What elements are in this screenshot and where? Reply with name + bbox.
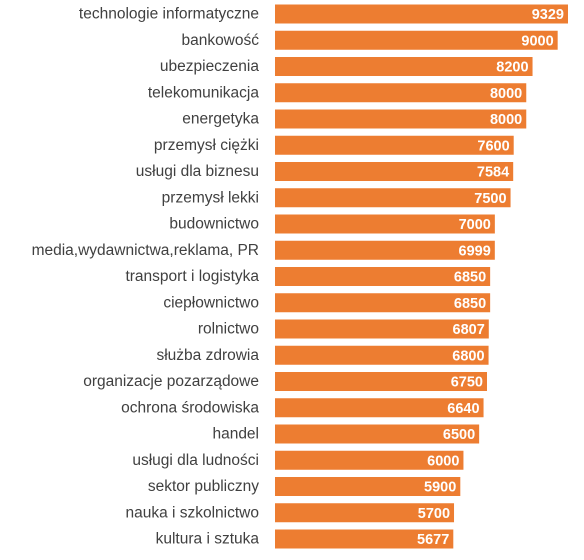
category-label: przemysł ciężki [154,137,259,154]
bar [275,240,495,260]
value-label: 9329 [532,7,564,23]
bar [275,162,514,181]
category-label: przemysł lekki [162,189,259,206]
category-label: służba zdrowia [156,347,259,364]
bar [275,319,489,339]
bar [275,135,514,155]
category-label: media,wydawnictwa,reklama, PR [32,242,259,259]
category-label: transport i logistyka [125,268,259,285]
bar [275,529,454,549]
category-label: technologie informatyczne [79,6,259,23]
bar [275,450,464,470]
bar [275,57,533,76]
bar [275,30,558,50]
value-label: 5677 [417,532,449,548]
bar [275,267,491,286]
value-label: 6850 [454,270,486,286]
value-label: 7000 [459,217,491,233]
category-label: usługi dla ludności [132,452,259,469]
category-label: ciepłownictwo [163,294,259,311]
bar [275,345,489,365]
category-label: telekomunikacja [148,84,260,101]
category-label: kultura i sztuka [156,531,260,548]
category-label: organizacje pozarządowe [83,373,259,390]
bar [275,188,511,208]
category-label: nauka i szkolnictwo [125,504,259,521]
value-label: 8000 [490,86,522,102]
category-label: ochrona środowiska [121,399,259,416]
value-label: 6999 [459,243,491,259]
value-label: 6500 [443,427,475,443]
value-label: 6640 [447,401,479,417]
bar [275,424,480,444]
value-label: 6807 [453,322,485,338]
value-label: 7584 [477,165,509,181]
value-label: 5900 [424,480,456,496]
value-label: 5700 [418,506,450,522]
category-label: budownictwo [169,216,259,233]
bar [275,109,527,129]
bar [275,293,491,313]
value-label: 8200 [496,60,528,76]
value-label: 6800 [452,348,484,364]
category-label: energetyka [182,111,259,128]
bar [275,503,455,523]
value-label: 6750 [451,375,483,391]
category-label: usługi dla biznesu [136,163,259,180]
category-label: rolnictwo [198,321,259,338]
bar [275,477,461,496]
category-label: sektor publiczny [148,478,259,495]
value-label: 7600 [477,138,509,154]
value-label: 6850 [454,296,486,312]
category-label: bankowość [181,32,259,49]
bar [275,372,488,391]
value-label: 9000 [521,33,553,49]
bar [275,214,495,234]
value-label: 6000 [427,453,459,469]
bar [275,4,568,24]
bar [275,83,527,103]
category-label: ubezpieczenia [160,58,259,75]
value-label: 8000 [490,112,522,128]
category-label: handel [212,426,259,443]
value-label: 7500 [474,191,506,207]
bar [275,398,484,418]
